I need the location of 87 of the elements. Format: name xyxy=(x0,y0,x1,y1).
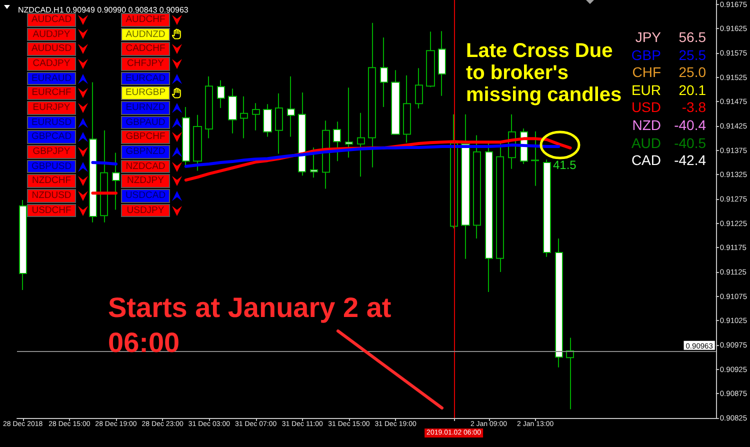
annotation: 41.5 xyxy=(553,158,576,172)
candlestick xyxy=(485,142,493,292)
category-label: USDJPY xyxy=(126,204,164,216)
candlestick xyxy=(543,159,551,258)
candlestick xyxy=(298,92,306,176)
category-label: EURNZD xyxy=(126,102,166,114)
candlestick xyxy=(193,114,202,172)
candlestick xyxy=(19,200,27,291)
annotation: Starts at January 2 at 06:00 xyxy=(108,291,392,360)
category-label: EUR xyxy=(630,82,661,100)
candlestick xyxy=(473,134,481,239)
category-label: USD xyxy=(630,99,661,117)
candlestick xyxy=(566,337,574,410)
candlestick xyxy=(461,114,470,260)
candlestick xyxy=(228,88,237,134)
button: AUDNZD xyxy=(121,28,170,42)
category-label: AUDJPY xyxy=(32,28,70,40)
category-label: EURCHF xyxy=(32,87,72,98)
category-label: USDCAD xyxy=(125,190,166,202)
data-label: -42.4 xyxy=(673,152,706,170)
candlestick xyxy=(240,96,248,139)
candlestick xyxy=(426,31,435,88)
candlestick xyxy=(531,130,539,186)
category-label: AUDUSD xyxy=(31,43,72,54)
annotation: Late Cross Due to broker's missing candles xyxy=(466,40,623,106)
category-label: GBPJPY xyxy=(32,146,70,158)
category-label: AUDNZD xyxy=(126,28,166,40)
candlestick xyxy=(438,30,446,96)
category-label: GBP xyxy=(630,46,661,64)
category-label: CHF xyxy=(631,64,661,82)
category-label: CADJPY xyxy=(32,58,70,70)
data-label: 56.5 xyxy=(678,29,706,47)
category-label: NZDUSD xyxy=(32,190,72,202)
category-label: GBPUSD xyxy=(31,160,72,172)
candlestick xyxy=(310,146,318,178)
candlestick xyxy=(357,112,365,178)
candlestick xyxy=(496,142,504,273)
data-label: 20.1 xyxy=(678,82,706,100)
candlestick xyxy=(391,70,400,136)
category-label: EURGBP xyxy=(125,87,166,98)
candlestick xyxy=(555,238,563,368)
candlestick xyxy=(403,74,411,144)
button: EURGBP xyxy=(121,86,170,100)
category-label: CHFJPY xyxy=(127,58,164,70)
candlestick xyxy=(415,68,423,110)
candlestick xyxy=(275,92,283,154)
category-label: GBPNZD xyxy=(126,146,166,158)
data-label: 25.0 xyxy=(678,64,706,82)
data-label: -3.8 xyxy=(680,99,706,117)
candlestick xyxy=(368,22,376,168)
candlestick xyxy=(345,87,353,158)
candlestick xyxy=(217,80,225,109)
text: NZDCAD,H1 0.90949 0.90990 0.90843 0.90963 xyxy=(18,6,189,14)
candlestick xyxy=(333,121,341,162)
candlestick xyxy=(508,114,516,170)
category-label: EURCAD xyxy=(125,72,166,84)
category-label: NZD xyxy=(631,117,661,135)
candlestick xyxy=(252,102,260,131)
category-label: AUD xyxy=(630,134,661,152)
candlestick xyxy=(100,130,108,223)
candlestick xyxy=(205,76,213,139)
candlestick xyxy=(112,152,120,210)
candlestick xyxy=(89,82,97,223)
candlestick xyxy=(380,36,388,108)
category-label: EURJPY xyxy=(32,102,70,114)
category-label: AUDCHF xyxy=(126,14,166,25)
category-label: EURAUD xyxy=(31,72,72,84)
category-label: GBPCHF xyxy=(126,131,166,142)
data-label: -40.5 xyxy=(673,134,706,152)
data-label: -40.4 xyxy=(673,117,706,135)
candlestick xyxy=(287,76,295,138)
category-label: GBPAUD xyxy=(126,116,166,128)
candlestick xyxy=(450,114,458,229)
category-label: EURUSD xyxy=(31,116,72,128)
category-label: CADCHF xyxy=(126,43,166,54)
candlestick xyxy=(182,106,190,168)
category-label: CAD xyxy=(630,152,661,170)
category-label: JPY xyxy=(634,29,661,47)
category-label: NZDCHF xyxy=(32,175,72,186)
candlestick xyxy=(322,120,330,190)
category-label: NZDCAD xyxy=(126,160,166,172)
category-label: AUDCAD xyxy=(31,14,72,25)
category-label: USDCHF xyxy=(32,204,72,216)
category-label: NZDJPY xyxy=(127,175,164,186)
category-label: GBPCAD xyxy=(31,131,72,142)
candlestick xyxy=(263,104,272,138)
data-label: 25.5 xyxy=(678,46,706,64)
